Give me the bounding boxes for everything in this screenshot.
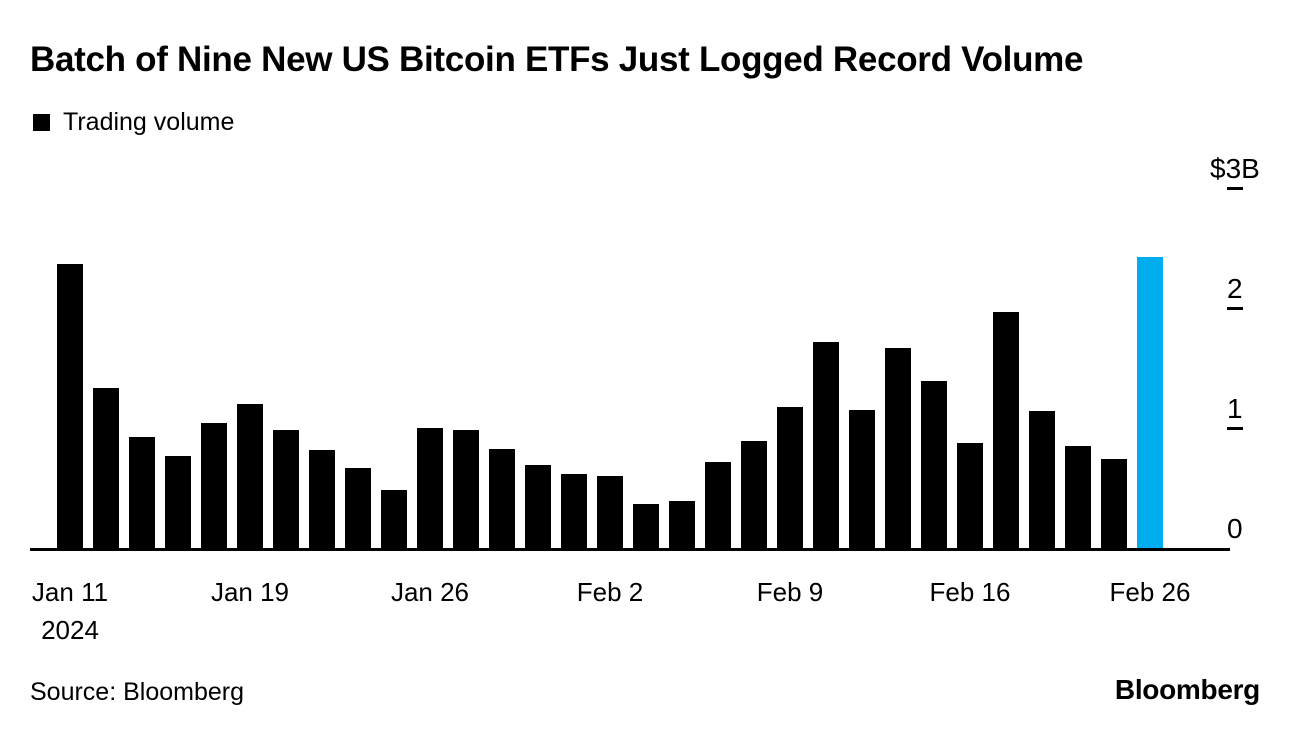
bar-jan-12 (93, 388, 119, 550)
x-tick-label-feb-26: Feb 26 (1109, 577, 1191, 607)
bar-jan-25 (381, 490, 407, 550)
chart-title: Batch of Nine New US Bitcoin ETFs Just L… (30, 40, 1084, 79)
bar-feb-9 (777, 407, 803, 550)
bar-feb-12 (813, 342, 839, 550)
bar-jan-26 (417, 428, 443, 550)
bar-jan-29 (453, 430, 479, 550)
x-tick-label-feb-2: Feb 2 (576, 577, 644, 607)
bar-feb-6 (669, 501, 695, 550)
bar-feb-20 (993, 312, 1019, 550)
y-tick-mark-3 (1227, 187, 1243, 190)
bar-jan-16 (129, 437, 155, 550)
bar-feb-26 (1137, 257, 1163, 550)
bloomberg-logo: Bloomberg (1114, 674, 1260, 705)
bar-feb-13 (849, 410, 875, 550)
bar-feb-21 (1029, 411, 1055, 550)
source-text: Source: Bloomberg (30, 678, 245, 706)
bar-feb-2 (597, 476, 623, 550)
y-tick-label-2: 2 (1227, 273, 1243, 304)
x-tick-label-jan-11: Jan 11 2024 (31, 577, 109, 645)
bar-feb-8 (741, 441, 767, 550)
bar-feb-22 (1065, 446, 1091, 550)
x-axis-line (30, 548, 1230, 551)
bar-jan-19 (237, 404, 263, 550)
legend-swatch-icon (33, 114, 50, 131)
bar-feb-1 (561, 474, 587, 550)
bar-jan-24 (345, 468, 371, 550)
bar-jan-23 (309, 450, 335, 550)
bar-jan-11 (57, 264, 83, 550)
bar-jan-17 (165, 456, 191, 550)
x-tick-label-jan-19: Jan 19 (210, 577, 290, 607)
legend: Trading volume (33, 108, 234, 137)
bar-feb-16 (957, 443, 983, 550)
bar-jan-22 (273, 430, 299, 550)
legend-label: Trading volume (63, 108, 235, 136)
x-tick-label-feb-16: Feb 16 (929, 577, 1011, 607)
bar-feb-15 (921, 381, 947, 550)
y-tick-mark-2 (1227, 307, 1243, 310)
y-tick-label-1: 1 (1227, 393, 1243, 424)
bar-feb-23 (1101, 459, 1127, 550)
x-tick-label-feb-9: Feb 9 (756, 577, 824, 607)
bar-jan-31 (525, 465, 551, 550)
bar-jan-18 (201, 423, 227, 550)
y-tick-label-3: $3B (1210, 153, 1260, 184)
y-tick-label-0: 0 (1227, 513, 1243, 544)
y-tick-mark-1 (1227, 427, 1243, 430)
bar-feb-14 (885, 348, 911, 550)
bar-feb-7 (705, 462, 731, 550)
bar-feb-5 (633, 504, 659, 550)
bar-jan-30 (489, 449, 515, 550)
x-tick-label-jan-26: Jan 26 (390, 577, 470, 607)
